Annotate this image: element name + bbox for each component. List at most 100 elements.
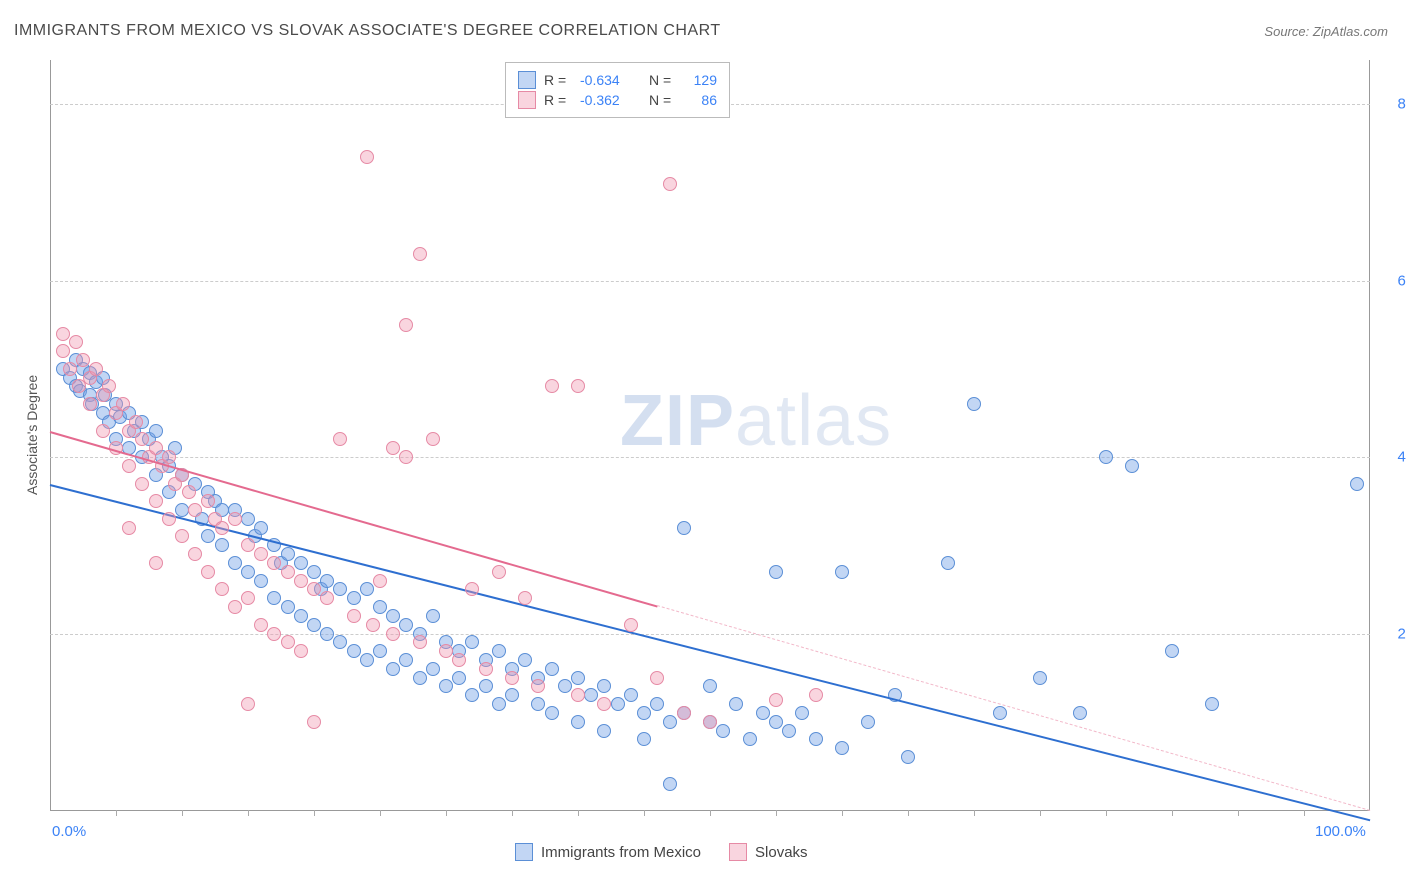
source-attribution: Source: ZipAtlas.com (1264, 24, 1388, 39)
scatter-point (413, 247, 427, 261)
scatter-point (149, 494, 163, 508)
legend-swatch (518, 91, 536, 109)
x-minor-tick (116, 810, 117, 816)
scatter-point (281, 635, 295, 649)
scatter-point (479, 679, 493, 693)
y-tick-label: 60.0% (1380, 272, 1406, 289)
scatter-point (993, 706, 1007, 720)
watermark-atlas: atlas (735, 381, 892, 461)
scatter-point (426, 662, 440, 676)
scatter-point (782, 724, 796, 738)
chart-title: IMMIGRANTS FROM MEXICO VS SLOVAK ASSOCIA… (14, 22, 721, 40)
scatter-point (492, 697, 506, 711)
scatter-point (215, 538, 229, 552)
scatter-point (663, 777, 677, 791)
y-axis-line (50, 60, 51, 810)
scatter-point (901, 750, 915, 764)
legend-swatch (518, 71, 536, 89)
x-minor-tick (512, 810, 513, 816)
legend-r-value: -0.362 (580, 92, 635, 108)
scatter-point (162, 512, 176, 526)
scatter-point (637, 732, 651, 746)
scatter-point (281, 547, 295, 561)
watermark: ZIPatlas (620, 380, 892, 462)
scatter-point (426, 609, 440, 623)
series-legend-swatch (729, 843, 747, 861)
legend-n-label: N = (649, 72, 677, 88)
scatter-point (76, 353, 90, 367)
scatter-point (769, 715, 783, 729)
scatter-point (254, 547, 268, 561)
scatter-point (294, 644, 308, 658)
scatter-point (241, 591, 255, 605)
scatter-point (228, 556, 242, 570)
y-axis-label: Associate's Degree (24, 375, 40, 495)
scatter-point (294, 609, 308, 623)
scatter-point (175, 529, 189, 543)
legend-n-value: 86 (685, 92, 717, 108)
series-legend-swatch (515, 843, 533, 861)
scatter-point (399, 653, 413, 667)
scatter-point (228, 512, 242, 526)
scatter-point (399, 450, 413, 464)
scatter-point (399, 618, 413, 632)
scatter-point (835, 741, 849, 755)
scatter-point (320, 574, 334, 588)
scatter-point (558, 679, 572, 693)
chart-container: { "title": "IMMIGRANTS FROM MEXICO VS SL… (0, 0, 1406, 892)
scatter-point (96, 424, 110, 438)
scatter-point (360, 653, 374, 667)
x-minor-tick (578, 810, 579, 816)
scatter-point (228, 600, 242, 614)
scatter-point (215, 582, 229, 596)
scatter-point (56, 344, 70, 358)
scatter-point (663, 715, 677, 729)
scatter-point (254, 521, 268, 535)
scatter-point (267, 556, 281, 570)
scatter-point (182, 485, 196, 499)
scatter-point (102, 379, 116, 393)
grid-line (50, 457, 1370, 458)
scatter-point (294, 556, 308, 570)
scatter-point (650, 697, 664, 711)
scatter-point (241, 538, 255, 552)
scatter-point (122, 521, 136, 535)
scatter-point (769, 565, 783, 579)
series-legend-label: Slovaks (755, 844, 808, 861)
scatter-point (188, 547, 202, 561)
x-minor-tick (446, 810, 447, 816)
scatter-point (769, 693, 783, 707)
scatter-point (518, 591, 532, 605)
scatter-point (413, 671, 427, 685)
scatter-point (743, 732, 757, 746)
scatter-point (162, 450, 176, 464)
scatter-point (531, 697, 545, 711)
scatter-point (307, 618, 321, 632)
scatter-point (254, 618, 268, 632)
scatter-point (452, 653, 466, 667)
y-tick-label: 40.0% (1380, 449, 1406, 466)
scatter-point (135, 432, 149, 446)
x-minor-tick (1040, 810, 1041, 816)
scatter-point (492, 644, 506, 658)
scatter-point (373, 644, 387, 658)
scatter-point (241, 565, 255, 579)
x-minor-tick (1172, 810, 1173, 816)
scatter-point (571, 715, 585, 729)
scatter-point (809, 732, 823, 746)
scatter-point (386, 441, 400, 455)
legend-r-value: -0.634 (580, 72, 635, 88)
scatter-point (267, 627, 281, 641)
scatter-point (347, 609, 361, 623)
scatter-point (386, 609, 400, 623)
x-minor-tick (776, 810, 777, 816)
y-tick-label: 20.0% (1380, 625, 1406, 642)
legend-r-label: R = (544, 92, 572, 108)
watermark-zip: ZIP (620, 381, 735, 461)
scatter-point (624, 688, 638, 702)
scatter-point (479, 662, 493, 676)
legend-row: R =-0.634N =129 (518, 71, 717, 89)
scatter-point (597, 679, 611, 693)
grid-line (50, 634, 1370, 635)
scatter-point (347, 644, 361, 658)
